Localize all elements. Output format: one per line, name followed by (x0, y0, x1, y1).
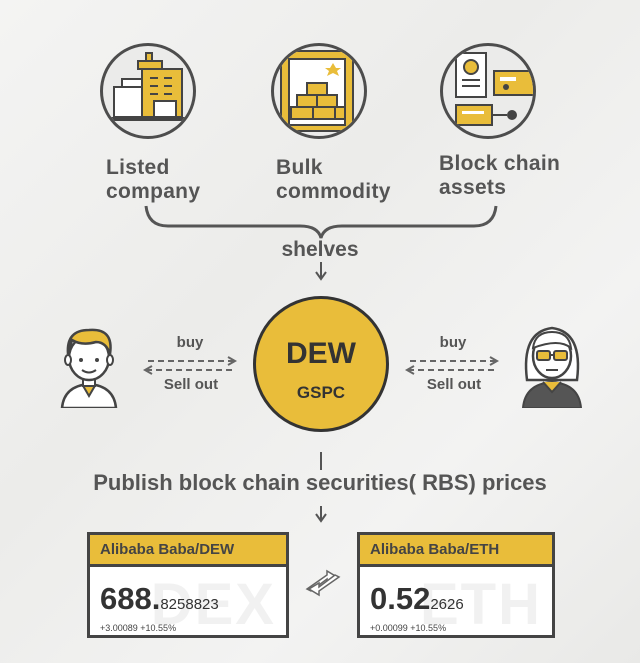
left-sell-out-label: Sell out (163, 376, 219, 393)
dew-exchange-circle: DEW GSPC (253, 296, 389, 432)
bulk-commodity-label-line1: Bulk (276, 156, 323, 179)
price-card-eth: Alibaba Baba/ETH ETH 0.522626 +0.00099 +… (357, 532, 555, 638)
block-chain-assets-icon-circle (440, 43, 536, 139)
left-trade-arrows (142, 356, 238, 375)
price-fraction: 8258823 (160, 596, 219, 613)
seller-woman-avatar (521, 326, 583, 408)
listed-company-label: Listed company (106, 156, 200, 204)
price-main: 688. (100, 581, 161, 616)
price-fraction: 2626 (430, 596, 464, 613)
listed-company-label-line2: company (106, 180, 201, 203)
dew-title: DEW (286, 337, 356, 370)
shelves-label: shelves (281, 238, 359, 261)
listed-company-icon-circle (100, 43, 196, 139)
right-trade-arrows (404, 356, 500, 375)
left-buy-label: buy (176, 334, 204, 351)
right-buy-label: buy (439, 334, 467, 351)
price-main: 0.52 (370, 581, 431, 616)
price-change: +0.00099 +10.55% (370, 623, 447, 633)
gold-bars-icon (280, 50, 354, 132)
bulk-commodity-icon-circle (271, 43, 367, 139)
documents-icon (455, 52, 533, 126)
block-chain-assets-label: Block chain assets (439, 152, 560, 200)
publish-prices-label: Publish block chain securities( RBS) pri… (93, 470, 547, 495)
price-card-pair: Alibaba Baba/ETH (360, 535, 552, 567)
building-icon (106, 52, 190, 121)
price-value: 0.522626 (370, 581, 464, 617)
bulk-commodity-label: Bulk commodity (276, 156, 391, 204)
price-value: 688.8258823 (100, 581, 219, 617)
listed-company-label-line1: Listed (106, 156, 170, 179)
block-chain-assets-label-line2: assets (439, 176, 507, 199)
card-watermark: DEX (150, 572, 276, 637)
card-watermark: ETH (420, 572, 542, 637)
bulk-commodity-label-line2: commodity (276, 180, 391, 203)
price-change: +3.00089 +10.55% (100, 623, 177, 633)
price-card-pair: Alibaba Baba/DEW (90, 535, 286, 567)
exchange-arrows-icon (305, 569, 341, 597)
publish-connector (315, 452, 327, 523)
gspc-subtitle: GSPC (296, 383, 346, 402)
grouping-bracket (144, 205, 498, 281)
price-card-dew: Alibaba Baba/DEW DEX 688.8258823 +3.0008… (87, 532, 289, 638)
right-sell-out-label: Sell out (426, 376, 482, 393)
block-chain-assets-label-line1: Block chain (439, 152, 561, 175)
buyer-man-avatar (60, 328, 118, 408)
